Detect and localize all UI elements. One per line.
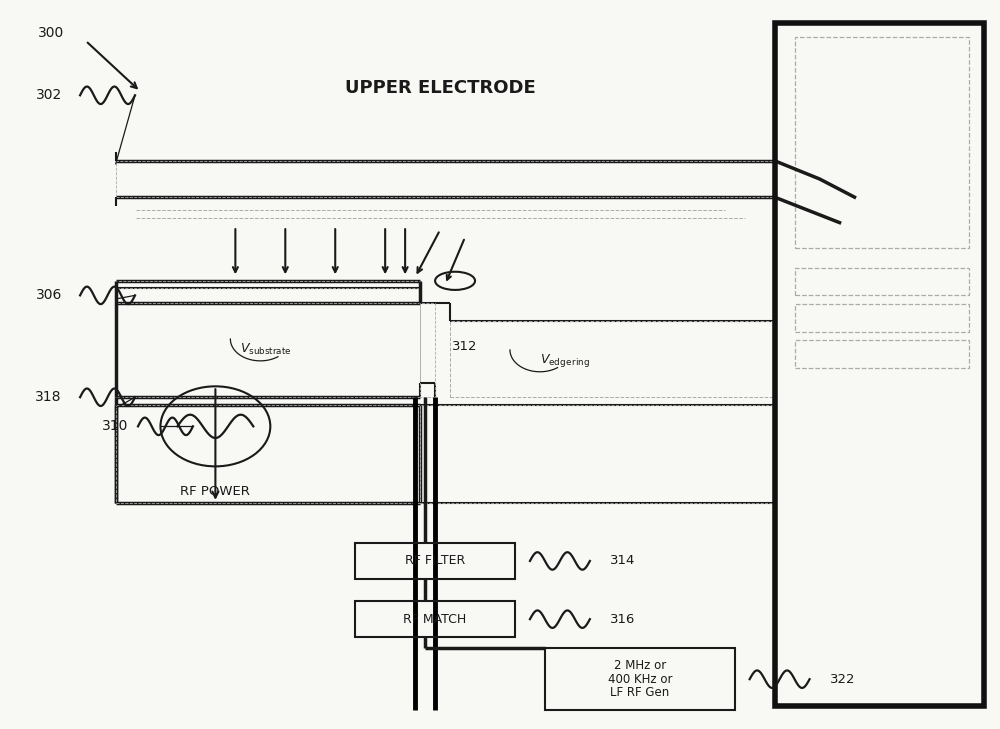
Text: UPPER ELECTRODE: UPPER ELECTRODE <box>345 79 535 97</box>
Text: 322: 322 <box>830 673 855 686</box>
Text: $V_{\mathrm{substrate}}$: $V_{\mathrm{substrate}}$ <box>240 343 291 357</box>
Bar <box>545 648 735 710</box>
Bar <box>795 340 969 368</box>
Bar <box>420 303 435 397</box>
Text: 302: 302 <box>36 88 62 102</box>
Bar <box>116 405 420 503</box>
Bar <box>116 161 775 197</box>
Text: 318: 318 <box>35 390 62 405</box>
Text: 306: 306 <box>35 289 62 303</box>
Text: RF POWER: RF POWER <box>180 486 250 499</box>
Bar <box>795 304 969 332</box>
Text: 316: 316 <box>610 612 635 625</box>
Text: LF RF Gen: LF RF Gen <box>610 686 669 699</box>
Text: 400 KHz or: 400 KHz or <box>608 673 672 686</box>
Bar <box>775 23 984 706</box>
Text: 2 MHz or: 2 MHz or <box>614 659 666 672</box>
Bar <box>116 303 420 397</box>
Text: 310: 310 <box>102 419 129 433</box>
Text: RF FILTER: RF FILTER <box>405 555 465 567</box>
Bar <box>795 37 969 248</box>
Text: 312: 312 <box>452 340 478 353</box>
Bar <box>116 281 420 288</box>
Bar <box>795 268 969 295</box>
Text: 314: 314 <box>610 555 635 567</box>
Bar <box>450 321 775 397</box>
Bar <box>355 543 515 579</box>
Bar <box>420 405 775 503</box>
Bar <box>355 601 515 637</box>
Text: 300: 300 <box>38 26 64 40</box>
Text: RF MATCH: RF MATCH <box>403 612 467 625</box>
Text: $V_{\mathrm{edge\,ring}}$: $V_{\mathrm{edge\,ring}}$ <box>540 352 590 370</box>
